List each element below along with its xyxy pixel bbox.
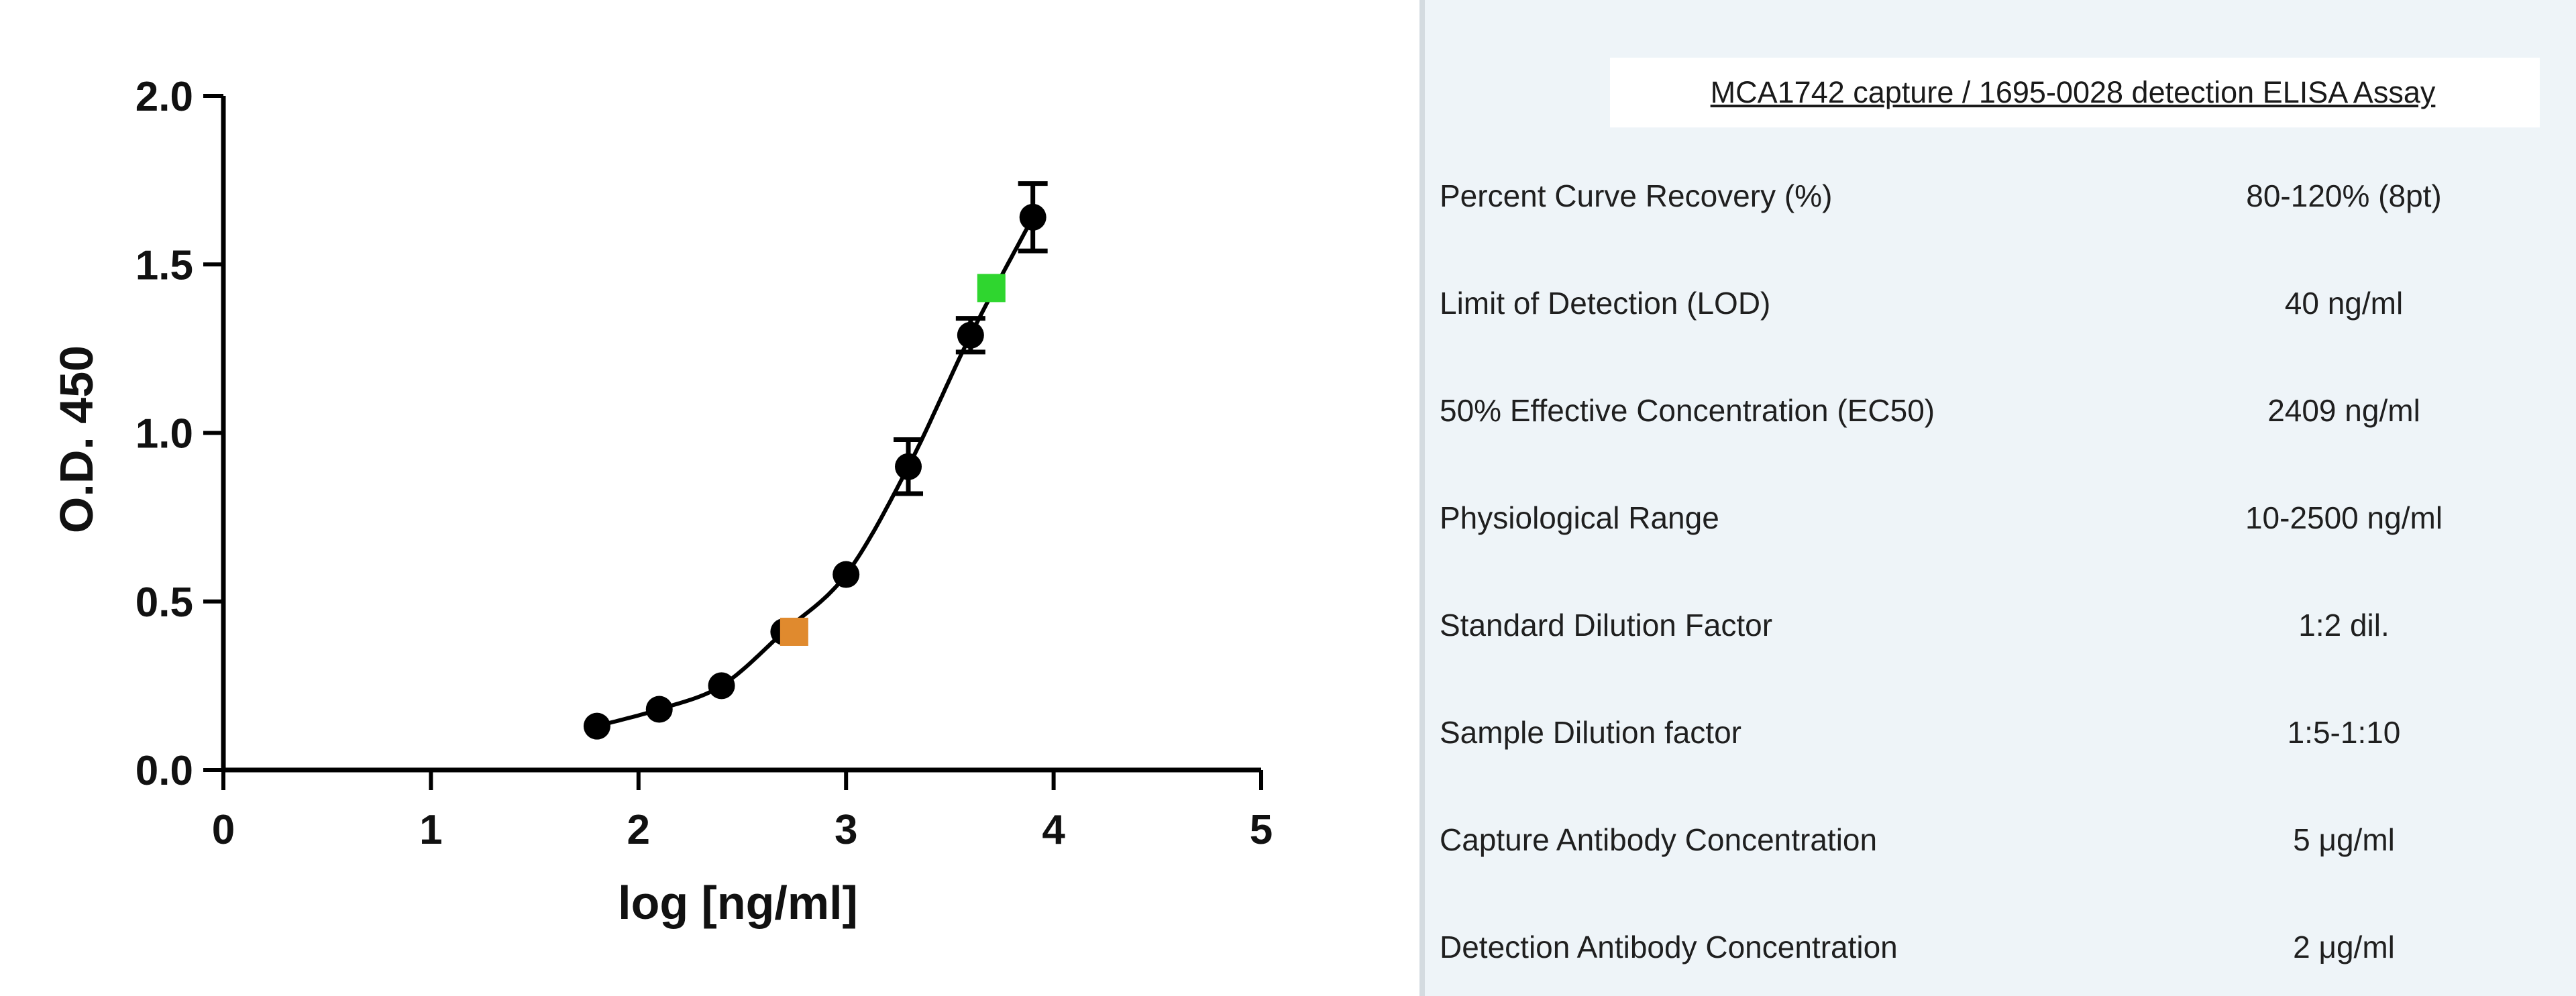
data-point [957, 321, 984, 349]
row-value: 1:5-1:10 [2287, 715, 2401, 750]
x-tick-label: 5 [1250, 807, 1273, 853]
row-label: 50% Effective Concentration (EC50) [1440, 393, 1935, 428]
row-label: Physiological Range [1440, 500, 1719, 535]
table-row: Capture Antibody Concentration 5 μg/ml [1425, 803, 2576, 870]
data-point [708, 672, 735, 700]
table-row: Percent Curve Recovery (%) 80-120% (8pt) [1425, 159, 2576, 226]
chart-panel: 0 1 2 3 4 5 0.0 0.5 1.0 1.5 2.0 log [ng/ml] O.D. 4… [50, 74, 1273, 929]
row-label: Percent Curve Recovery (%) [1440, 178, 1833, 213]
row-label: Capture Antibody Concentration [1440, 822, 1878, 857]
row-value: 2 μg/ml [2293, 930, 2395, 964]
row-value: 80-120% (8pt) [2246, 178, 2442, 213]
row-value: 1:2 dil. [2298, 608, 2390, 643]
highlight-point [977, 274, 1006, 302]
data-point [1019, 203, 1046, 231]
assay-specs-panel: MCA1742 capture / 1695-0028 detection EL… [1425, 0, 2576, 996]
x-tick-label: 4 [1042, 807, 1065, 853]
y-tick-label: 1.5 [136, 242, 193, 288]
panel-divider [1419, 0, 1425, 996]
row-value: 10-2500 ng/ml [2245, 500, 2443, 535]
axes: 0 1 2 3 4 5 0.0 0.5 1.0 1.5 2.0 [136, 74, 1273, 853]
x-tick-label: 3 [835, 807, 857, 853]
y-tick-label: 2.0 [136, 74, 193, 120]
table-row: Sample Dilution factor 1:5-1:10 [1425, 696, 2576, 763]
row-value: 2409 ng/ml [2267, 393, 2420, 428]
fit-curve-line [596, 216, 1035, 728]
data-point [833, 561, 860, 588]
y-tick-label: 0.5 [136, 579, 193, 626]
y-axis-label: O.D. 450 [50, 345, 103, 533]
highlight-point [780, 617, 808, 646]
x-axis-label: log [ng/ml] [618, 877, 858, 929]
row-label: Sample Dilution factor [1440, 715, 1741, 750]
table-row: Standard Dilution Factor 1:2 dil. [1425, 588, 2576, 655]
row-value: 40 ng/ml [2284, 286, 2404, 321]
y-tick-label: 0.0 [136, 748, 193, 794]
data-point [583, 712, 610, 740]
row-label: Limit of Detection (LOD) [1440, 286, 1771, 321]
data-points-layer [583, 181, 1048, 740]
elisa-standard-curve-chart: 0 1 2 3 4 5 0.0 0.5 1.0 1.5 2.0 log [ng/ml] O.D. 4… [50, 74, 1273, 929]
table-row: 50% Effective Concentration (EC50) 2409 … [1425, 374, 2576, 441]
y-tick-label: 1.0 [136, 411, 193, 457]
fit-curve-layer [596, 216, 1035, 728]
table-row: Detection Antibody Concentration 2 μg/ml [1425, 910, 2576, 977]
data-point [645, 696, 673, 723]
table-row: Physiological Range 10-2500 ng/ml [1425, 481, 2576, 548]
row-label: Standard Dilution Factor [1440, 608, 1773, 643]
row-label: Detection Antibody Concentration [1440, 930, 1898, 964]
table-title: MCA1742 capture / 1695-0028 detection EL… [1710, 75, 2436, 109]
x-tick-label: 2 [627, 807, 650, 853]
x-tick-label: 0 [212, 807, 235, 853]
table-row: Limit of Detection (LOD) 40 ng/ml [1425, 266, 2576, 333]
table-title-box: MCA1742 capture / 1695-0028 detection EL… [1610, 58, 2540, 127]
row-value: 5 μg/ml [2293, 822, 2395, 857]
x-tick-label: 1 [419, 807, 442, 853]
data-point [895, 453, 922, 480]
